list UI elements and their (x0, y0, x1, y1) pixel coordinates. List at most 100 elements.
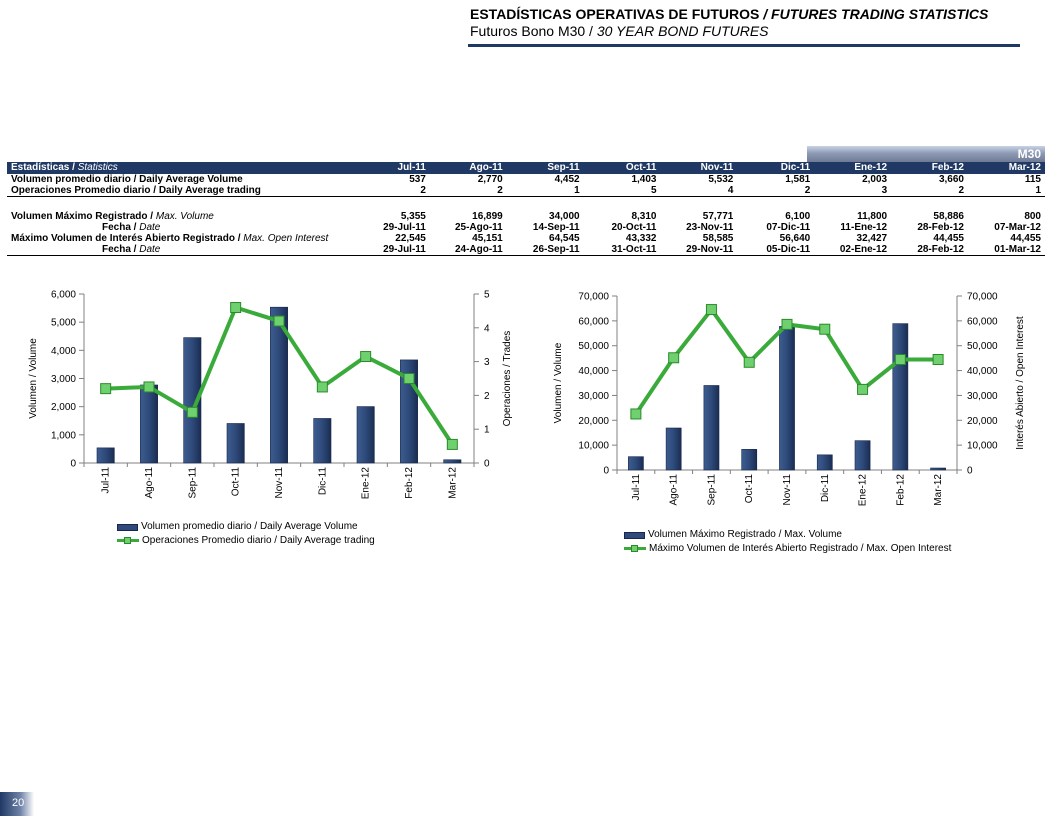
line-marker (230, 302, 242, 314)
table-cell: 11-Ene-12 (840, 222, 888, 233)
y2-tick-label: 0 (484, 459, 490, 470)
page-number: 20 (12, 797, 25, 809)
x-tick-label: Jul-11 (631, 474, 642, 501)
month-header: Sep-11 (506, 162, 584, 174)
table-cell: 1 (1035, 185, 1041, 196)
month-header: Dic-11 (737, 162, 815, 174)
y-tick-label: 50,000 (578, 341, 609, 352)
line-marker (143, 381, 155, 393)
line-marker (705, 304, 717, 316)
row-label: Operaciones Promedio diario / Daily Aver… (11, 185, 261, 196)
y2-tick-label: 20,000 (967, 416, 998, 427)
month-header: Mar-12 (968, 162, 1045, 174)
chart1-legend: Volumen promedio diario / Daily Average … (117, 520, 375, 548)
table-row: Máximo Volumen de Interés Abierto Regist… (7, 233, 1045, 244)
table-cell: 28-Feb-12 (891, 244, 968, 256)
x-tick-label: Mar-12 (933, 474, 944, 506)
y2-tick-label: 3 (484, 357, 490, 368)
table-cell: 44,455 (1010, 233, 1041, 244)
table-cell: 537 (409, 174, 426, 185)
table-cell: 2 (958, 185, 964, 196)
line-marker (819, 323, 831, 335)
line-marker (403, 373, 415, 384)
table-cell: 4,452 (554, 174, 580, 185)
table-cell: 01-Mar-12 (968, 244, 1045, 256)
y-axis-title: Volumen / Volume (553, 342, 564, 423)
line-marker (781, 318, 793, 330)
x-tick-label: Mar-12 (447, 467, 458, 499)
line-marker (316, 381, 328, 393)
table-cell: 11,800 (857, 211, 888, 222)
page-title: ESTADÍSTICAS OPERATIVAS DE FUTUROS / FUT… (470, 6, 1030, 23)
month-header: Oct-11 (583, 162, 661, 174)
subtitle-spanish: Futuros Bono M30 (470, 23, 586, 39)
table-cell: 31-Oct-11 (583, 244, 661, 256)
subtitle-separator: / (585, 23, 597, 39)
table-cell: 28-Feb-12 (917, 222, 964, 233)
x-tick-label: Feb-12 (895, 474, 906, 506)
y-tick-label: 5,000 (51, 318, 76, 329)
table-cell: 57,771 (702, 211, 734, 222)
x-tick-label: Nov-11 (782, 474, 793, 506)
row-label: Máximo Volumen de Interés Abierto Regist… (11, 233, 329, 244)
line-marker (857, 383, 869, 395)
table-cell: 29-Jul-11 (383, 222, 426, 233)
table-cell: 16,899 (472, 211, 503, 222)
table-cell: 8,310 (631, 211, 657, 222)
table-cell: 44,455 (933, 233, 964, 244)
y2-tick-label: 60,000 (967, 316, 998, 327)
x-tick-label: Ago-11 (144, 467, 155, 499)
table-cell: 25-Ago-11 (454, 222, 503, 233)
y2-axis-title: Operaciones / Trades (502, 331, 513, 427)
bar (356, 406, 375, 464)
table-cell: 58,886 (933, 211, 964, 222)
x-tick-label: Dic-11 (317, 467, 328, 496)
bar (628, 456, 644, 471)
page-number-tab (0, 792, 34, 816)
row-label: Fecha / Date (102, 222, 161, 233)
page-header: ESTADÍSTICAS OPERATIVAS DE FUTUROS / FUT… (468, 6, 1030, 47)
table-cell: 29-Jul-11 (353, 244, 430, 256)
contract-badge: M30 (807, 146, 1045, 162)
legend-item: Operaciones Promedio diario / Daily Aver… (117, 534, 375, 548)
y-axis-title: Volumen / Volume (28, 338, 39, 419)
table-cell: 56,640 (779, 233, 811, 244)
table-cell: 45,151 (472, 233, 503, 244)
table-cell: 1,581 (785, 174, 811, 185)
y2-axis-title: Interés Abierto / Open Interest (1015, 316, 1026, 450)
x-tick-label: Jul-11 (101, 467, 112, 494)
x-tick-label: Ago-11 (669, 474, 680, 506)
x-tick-label: Ene-12 (858, 474, 869, 507)
y2-tick-label: 5 (484, 290, 490, 301)
bar (741, 449, 758, 471)
page-subtitle: Futuros Bono M30 / 30 YEAR BOND FUTURES (470, 23, 1030, 40)
table-cell: 800 (1024, 211, 1041, 222)
x-tick-label: Ene-12 (361, 467, 372, 500)
table-header-label: Estadísticas / Statistics (7, 162, 353, 174)
table-cell: 3 (881, 185, 888, 196)
header-rule (468, 44, 1020, 47)
line-marker (100, 383, 112, 395)
table-row: Operaciones Promedio diario / Daily Aver… (7, 185, 1045, 197)
table-cell: 5,532 (708, 174, 734, 185)
line-marker (894, 353, 906, 365)
table-cell: 64,545 (549, 233, 580, 244)
bar (270, 306, 288, 464)
table-cell: 5,355 (400, 211, 426, 222)
y-tick-label: 20,000 (578, 416, 609, 427)
bar (703, 385, 720, 471)
month-header: Nov-11 (660, 162, 738, 174)
table-separator-row (7, 196, 1045, 211)
row-label: Volumen Máximo Registrado / Max. Volume (11, 211, 214, 222)
y-tick-label: 70,000 (578, 292, 609, 303)
table-cell: 29-Nov-11 (660, 244, 738, 256)
legend-label: Máximo Volumen de Interés Abierto Regist… (649, 543, 952, 554)
table-cell: 05-Dic-11 (737, 244, 815, 256)
table-row: Fecha / Date 29-Jul-11 25-Ago-11 14-Sep-… (7, 222, 1045, 233)
legend-label: Operaciones Promedio diario / Daily Aver… (142, 535, 375, 546)
x-tick-label: Sep-11 (706, 474, 717, 506)
line-marker (186, 406, 198, 418)
line-marker (932, 353, 944, 365)
table-row: Fecha / Date 29-Jul-11 24-Ago-11 26-Sep-… (7, 244, 1045, 256)
table-cell: 6,100 (785, 211, 811, 222)
